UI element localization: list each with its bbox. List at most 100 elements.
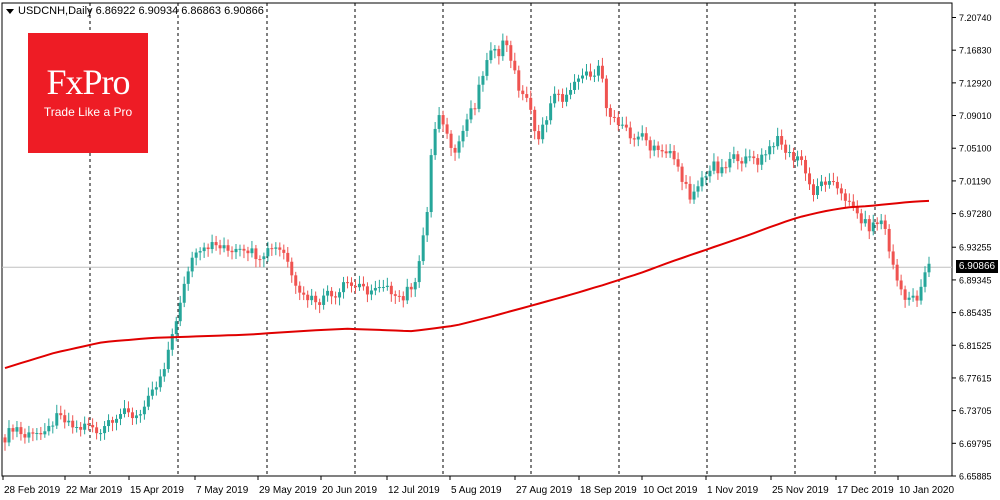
x-tick-label: 15 Apr 2019: [130, 485, 184, 496]
candle-body: [51, 425, 55, 427]
candle-body: [895, 264, 899, 281]
candle-body: [353, 285, 357, 288]
candle-body: [318, 302, 322, 305]
candle-body: [39, 433, 43, 435]
y-tick-label: 7.20740: [959, 13, 992, 23]
candle-body: [350, 282, 353, 286]
candle-body: [839, 188, 843, 194]
candle-body: [573, 81, 577, 90]
candle-body: [772, 146, 776, 148]
candle-body: [668, 151, 672, 154]
x-tick-label: 29 May 2019: [259, 485, 317, 496]
candle-body: [875, 222, 879, 225]
candle-body: [87, 423, 91, 425]
candle-body: [879, 220, 883, 225]
candle-body: [911, 295, 915, 298]
candle-body: [453, 147, 457, 153]
candle-body: [788, 152, 792, 154]
y-tick-label: 7.12920: [959, 78, 992, 88]
candle-body: [756, 158, 760, 165]
candle-body: [381, 287, 385, 289]
candle-body: [863, 219, 867, 224]
candle-body: [525, 94, 529, 98]
candle-body: [290, 261, 294, 276]
candle-body: [859, 213, 863, 224]
candle-body: [827, 181, 831, 185]
candle-body: [592, 75, 596, 77]
candle-body: [413, 282, 417, 290]
candle-body: [505, 40, 509, 46]
candle-body: [190, 257, 194, 272]
candle-body: [47, 425, 51, 432]
candle-body: [254, 248, 258, 260]
candle-body: [377, 287, 381, 289]
candle-body: [393, 294, 397, 296]
candle-body: [728, 158, 732, 168]
candle-body: [632, 138, 636, 140]
symbol-dropdown-icon[interactable]: [6, 9, 14, 14]
candle-body: [214, 242, 218, 246]
candle-body: [600, 65, 604, 79]
candle-body: [357, 283, 361, 288]
candle-body: [119, 414, 122, 419]
symbol-name: USDCNH,Daily: [18, 5, 93, 17]
candle-body: [796, 156, 800, 161]
candle-body: [210, 242, 214, 250]
candle-body: [692, 191, 696, 200]
candle-body: [43, 431, 47, 435]
candle-body: [883, 220, 887, 229]
candle-body: [704, 176, 708, 178]
candle-body: [274, 247, 278, 249]
candle-body: [433, 128, 437, 156]
candle-body: [95, 427, 99, 434]
candle-body: [469, 108, 473, 120]
candle-body: [628, 127, 632, 139]
y-tick-label: 7.01190: [959, 176, 991, 186]
x-tick-label: 10 Oct 2019: [643, 485, 698, 496]
candle-body: [644, 133, 648, 141]
candle-body: [696, 186, 700, 192]
logo-tagline: Trade Like a Pro: [43, 105, 133, 119]
x-tick-label: 28 Feb 2019: [4, 485, 61, 496]
candle-body: [294, 275, 298, 286]
candle-body: [489, 50, 493, 61]
candle-body: [804, 159, 808, 174]
candle-body: [636, 136, 640, 140]
candle-body: [537, 131, 541, 140]
candle-body: [812, 184, 815, 196]
candle-body: [162, 369, 166, 377]
x-tick-label: 12 Jul 2019: [388, 485, 440, 496]
candle-body: [549, 103, 553, 121]
candle-body: [561, 94, 565, 102]
y-tick-label: 6.77615: [959, 373, 992, 383]
candle-body: [485, 60, 489, 76]
x-tick-label: 20 Jun 2019: [322, 485, 377, 496]
candle-body: [385, 285, 389, 288]
candle-body: [222, 245, 226, 249]
candle-body: [927, 263, 931, 273]
candle-body: [158, 376, 162, 388]
candle-body: [194, 252, 198, 258]
candle-body: [130, 412, 134, 419]
candle-body: [146, 395, 150, 407]
candle-body: [234, 248, 238, 253]
candle-body: [79, 426, 83, 430]
candle-body: [903, 289, 907, 300]
candle-body: [365, 286, 369, 295]
candle-body: [282, 249, 286, 253]
candle-body: [425, 212, 429, 236]
candle-body: [899, 280, 903, 290]
candle-body: [760, 154, 764, 165]
candle-body: [15, 427, 19, 432]
candle-body: [521, 90, 525, 95]
candle-body: [716, 161, 720, 174]
x-tick-label: 22 Mar 2019: [66, 485, 123, 496]
candle-body: [815, 186, 819, 196]
candle-body: [11, 428, 15, 432]
candle-body: [565, 94, 569, 102]
candle-body: [397, 295, 401, 297]
candle-body: [843, 193, 847, 201]
candle-body: [792, 152, 796, 161]
candle-body: [541, 124, 545, 140]
candle-body: [230, 250, 234, 253]
